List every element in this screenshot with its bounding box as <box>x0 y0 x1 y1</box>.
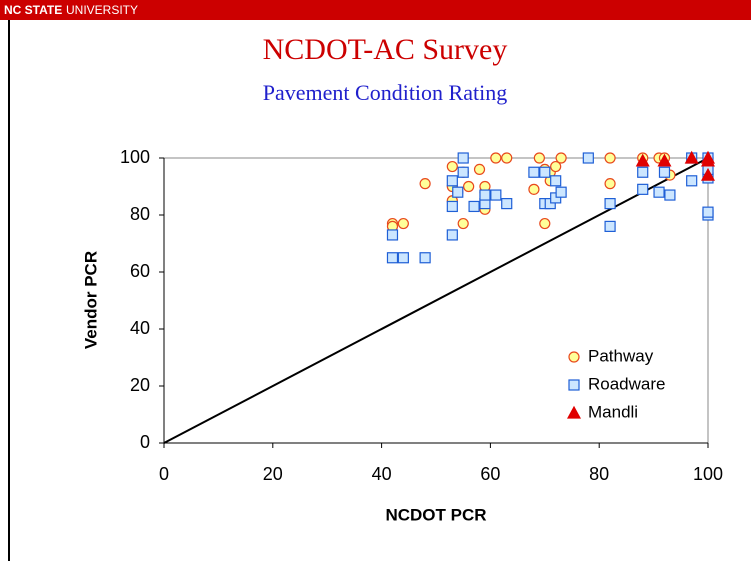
point <box>684 150 699 164</box>
chart-subtitle: Pavement Condition Rating <box>263 80 507 105</box>
point <box>468 200 480 213</box>
x-tick-label: 0 <box>159 464 169 484</box>
point <box>582 152 594 164</box>
point <box>555 152 567 164</box>
x-tick-label: 80 <box>589 464 609 484</box>
point <box>501 198 513 210</box>
point <box>664 189 676 201</box>
point <box>473 163 486 175</box>
point <box>479 189 491 201</box>
point <box>539 217 551 230</box>
point <box>653 186 665 198</box>
brand: UNIVERSITY <box>66 3 138 17</box>
point <box>419 178 431 190</box>
x-axis-title: NCDOT PCR <box>385 505 486 524</box>
point <box>528 166 540 178</box>
point <box>446 175 458 187</box>
legend-marker <box>566 405 582 419</box>
point <box>604 178 616 190</box>
brand-bold: NC STATE <box>4 3 62 17</box>
y-axis-title: Vendor PCR <box>81 251 100 349</box>
point <box>700 153 716 167</box>
point <box>419 252 431 264</box>
x-tick-label: 40 <box>372 464 392 484</box>
point <box>446 229 458 241</box>
x-tick-label: 100 <box>693 464 723 484</box>
point <box>386 252 399 264</box>
point <box>457 152 469 164</box>
legend-marker <box>568 379 580 391</box>
point <box>658 166 671 178</box>
point <box>637 183 649 195</box>
point <box>635 153 650 167</box>
point <box>397 217 409 230</box>
point <box>446 200 458 213</box>
legend-label: Pathway <box>588 346 654 365</box>
point <box>700 167 716 181</box>
y-tick-label: 40 <box>130 318 150 338</box>
point <box>555 186 567 198</box>
point <box>657 153 672 167</box>
point <box>397 252 409 264</box>
point <box>457 217 469 230</box>
point <box>463 180 475 193</box>
legend-label: Roadware <box>588 374 666 393</box>
legend-marker <box>568 351 580 363</box>
y-tick-label: 20 <box>130 375 150 395</box>
chart-title: NCDOT-AC Survey <box>263 33 508 66</box>
point <box>550 175 562 187</box>
point <box>550 160 562 173</box>
point <box>446 160 458 173</box>
point <box>386 229 399 241</box>
reference-line <box>163 157 709 444</box>
point <box>452 186 464 198</box>
header-bar <box>0 0 751 20</box>
y-tick-label: 0 <box>140 432 150 452</box>
legend-label: Mandli <box>588 402 638 421</box>
point <box>637 166 649 178</box>
y-tick-label: 60 <box>130 261 150 281</box>
point <box>604 220 616 232</box>
x-tick-label: 20 <box>263 464 283 484</box>
point <box>533 152 545 164</box>
y-tick-label: 80 <box>130 204 150 224</box>
y-tick-label: 100 <box>120 147 150 167</box>
point <box>686 175 698 187</box>
point <box>528 183 540 195</box>
point <box>539 166 551 178</box>
point <box>457 166 469 178</box>
point <box>702 206 714 218</box>
x-tick-label: 60 <box>480 464 500 484</box>
point <box>604 198 616 210</box>
point <box>604 152 616 164</box>
point <box>501 152 513 164</box>
point <box>490 152 502 164</box>
point <box>490 189 502 201</box>
